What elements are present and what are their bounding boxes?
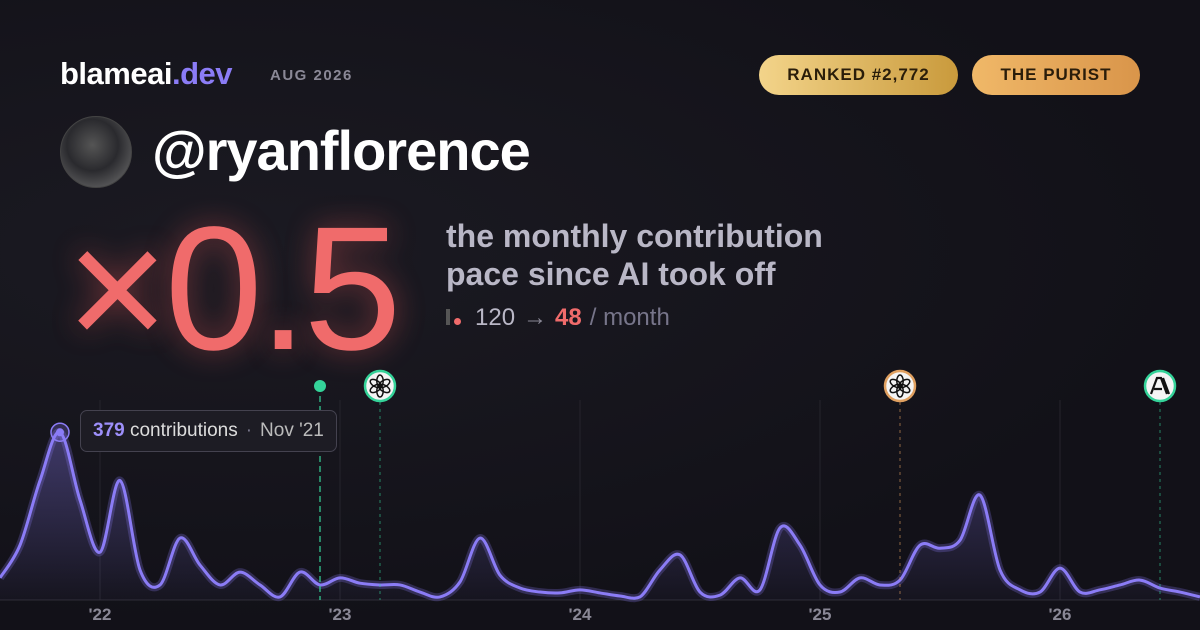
event-icon xyxy=(1143,369,1177,403)
x-tick-label: '24 xyxy=(569,605,592,624)
event-dot xyxy=(314,380,326,392)
x-tick-label: '25 xyxy=(809,605,832,624)
rank-badge: RANKED #2,772 xyxy=(759,55,958,95)
brand: blameai.dev xyxy=(60,56,232,92)
arrow: → xyxy=(523,304,548,331)
persona-badge: THE PURIST xyxy=(972,55,1140,95)
before: 120 xyxy=(475,304,516,331)
x-tick-label: '26 xyxy=(1049,605,1072,624)
pace: 120 → 48 / month xyxy=(446,304,670,332)
area xyxy=(0,432,1200,600)
date: AUG 2026 xyxy=(270,67,353,84)
caption: the monthly contribution xyxy=(446,218,823,254)
after: 48 xyxy=(555,304,582,331)
x-tick-label: '22 xyxy=(89,605,112,624)
multiplier: ×0.5 xyxy=(66,191,401,387)
tooltip-label: contributions xyxy=(129,420,238,441)
icon xyxy=(454,318,461,325)
tooltip-value: 379 xyxy=(93,420,125,441)
handle: @ryanflorence xyxy=(152,119,531,182)
icon xyxy=(446,309,450,325)
brand-tld: .dev xyxy=(171,56,233,91)
event-icon xyxy=(883,369,917,403)
x-tick-label: '23 xyxy=(329,605,352,624)
line xyxy=(0,430,1200,600)
highlight-dot xyxy=(56,428,64,437)
event-icon xyxy=(363,369,397,403)
icon-petal xyxy=(889,378,902,389)
brand-name: blameai xyxy=(60,56,172,91)
avatar xyxy=(60,116,132,188)
icon-petal xyxy=(369,378,382,389)
unit: / month xyxy=(589,304,670,331)
separator: · xyxy=(245,420,253,441)
tooltip: 379 contributions · Nov '21 xyxy=(80,410,337,452)
icon-glyph xyxy=(1149,376,1171,395)
caption: pace since AI took off xyxy=(446,256,776,292)
tooltip-date: Nov '21 xyxy=(260,420,324,441)
